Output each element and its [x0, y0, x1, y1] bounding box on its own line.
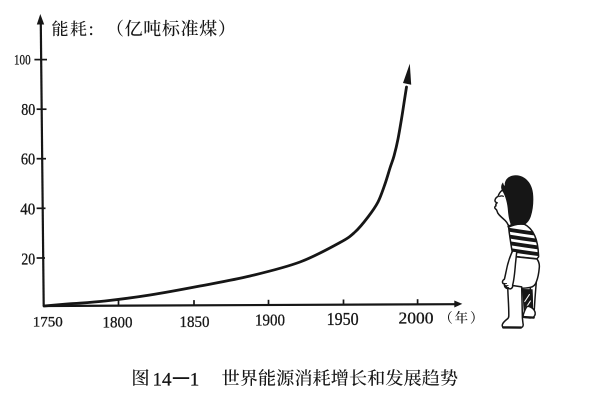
svg-text:1900: 1900	[255, 310, 285, 329]
svg-text:60: 60	[21, 150, 35, 169]
svg-text:1950: 1950	[327, 309, 359, 329]
svg-text:1850: 1850	[180, 314, 210, 331]
svg-text:1750: 1750	[33, 314, 63, 331]
svg-text:1: 1	[190, 369, 200, 390]
svg-text:40: 40	[20, 200, 35, 219]
svg-text:20: 20	[21, 249, 35, 268]
svg-text:2000: 2000	[399, 308, 434, 327]
svg-text:100: 100	[14, 53, 31, 69]
svg-text:14: 14	[153, 369, 173, 390]
svg-text:80: 80	[21, 100, 35, 119]
svg-text:1800: 1800	[103, 314, 133, 331]
